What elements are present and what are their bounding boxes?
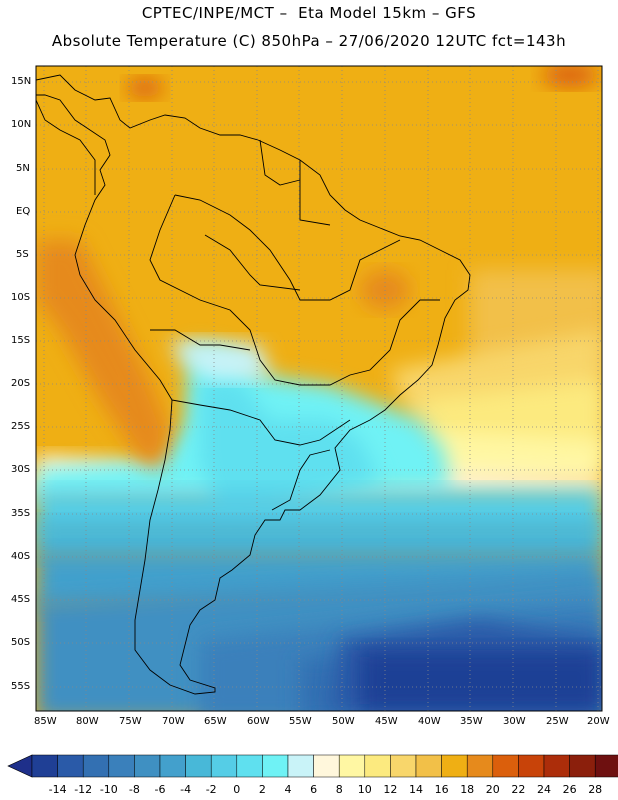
lat-label: 5S: [16, 249, 29, 260]
colorbar-tick-label: 26: [562, 783, 577, 796]
lon-label: 50W: [332, 716, 355, 727]
colorbar-tick-label: -8: [128, 783, 140, 796]
colorbar-tick-label: 12: [383, 783, 398, 796]
colorbar-tick-label: 20: [485, 783, 500, 796]
colorbar-tick-label: -6: [154, 783, 166, 796]
colorbar-swatch: [313, 754, 340, 778]
colorbar-tick-label: -2: [205, 783, 217, 796]
lat-label: 30S: [11, 464, 31, 475]
colorbar-tick-label: -12: [74, 783, 93, 796]
colorbar-under-arrow: [7, 754, 33, 778]
colorbar-swatch: [159, 754, 186, 778]
coastlines: [36, 74, 471, 695]
lat-label: 35S: [11, 508, 31, 519]
colorbar-tick-label: -10: [99, 783, 118, 796]
lon-label: 80W: [76, 716, 99, 727]
colorbar-tick-label: 8: [335, 783, 343, 796]
lon-label: 45W: [375, 716, 398, 727]
colorbar-swatch: [543, 754, 570, 778]
map-frame: [35, 65, 603, 712]
lon-label: 75W: [119, 716, 142, 727]
lon-label: 60W: [247, 716, 270, 727]
colorbar-swatch: [390, 754, 417, 778]
colorbar-swatch: [236, 754, 263, 778]
lon-label: 35W: [460, 716, 483, 727]
lat-label: EQ: [16, 206, 31, 217]
colorbar-swatch: [338, 754, 366, 778]
colorbar-swatch: [492, 754, 519, 778]
colorbar-tick-label: 22: [511, 783, 526, 796]
lon-label: 30W: [503, 716, 526, 727]
colorbar-tick-label: 10: [357, 783, 372, 796]
colorbar-tick-label: 4: [284, 783, 292, 796]
lat-label: 10S: [11, 292, 31, 303]
lat-label: 55S: [11, 681, 31, 692]
lat-label: 50S: [11, 637, 31, 648]
colorbar-tick-label: 14: [409, 783, 423, 796]
colorbar-swatch: [415, 754, 442, 778]
colorbar-tick-label: -14: [48, 783, 67, 796]
colorbar-swatch: [569, 754, 596, 778]
lat-label: 20S: [11, 378, 31, 389]
colorbar-swatch: [594, 754, 618, 778]
colorbar-tick-label: -4: [180, 783, 192, 796]
colorbar-swatch: [134, 754, 161, 778]
lat-label: 15S: [11, 335, 31, 346]
colorbar-swatch: [82, 754, 110, 778]
colorbar-swatch: [466, 754, 494, 778]
temperature-field: [36, 66, 602, 711]
lat-label: 40S: [11, 551, 31, 562]
colorbar: [7, 754, 618, 778]
lon-label: 25W: [546, 716, 569, 727]
lat-label: 45S: [11, 594, 31, 605]
colorbar-swatch: [108, 754, 135, 778]
colorbar-tick-label: 28: [588, 783, 603, 796]
map-title-line1: CPTEC/INPE/MCT – Eta Model 15km – GFS: [141, 4, 477, 22]
colorbar-swatch: [518, 754, 545, 778]
lat-label: 25S: [11, 421, 31, 432]
colorbar-swatch: [441, 754, 468, 778]
lon-label: 70W: [162, 716, 185, 727]
lon-label: 55W: [289, 716, 312, 727]
lat-label: 10N: [11, 119, 32, 130]
map-title-line2: Absolute Temperature (C) 850hPa – 27/06/…: [51, 32, 567, 50]
colorbar-swatch: [364, 754, 391, 778]
lon-label: 20W: [587, 716, 610, 727]
lon-label: 85W: [34, 716, 57, 727]
lon-label: 40W: [418, 716, 441, 727]
colorbar-swatch: [287, 754, 314, 778]
lat-label: 5N: [16, 163, 30, 174]
colorbar-tick-label: 0: [233, 783, 241, 796]
colorbar-tick-label: 18: [460, 783, 475, 796]
lon-label: 65W: [204, 716, 227, 727]
colorbar-swatch: [262, 754, 289, 778]
colorbar-tick-label: 6: [310, 783, 318, 796]
colorbar-tick-label: 24: [537, 783, 551, 796]
lat-label: 15N: [11, 76, 32, 87]
colorbar-swatch: [57, 754, 84, 778]
colorbar-swatch: [210, 754, 238, 778]
colorbar-swatch: [185, 754, 212, 778]
colorbar-swatch: [31, 754, 58, 778]
colorbar-tick-label: 16: [434, 783, 449, 796]
colorbar-tick-label: 2: [258, 783, 266, 796]
